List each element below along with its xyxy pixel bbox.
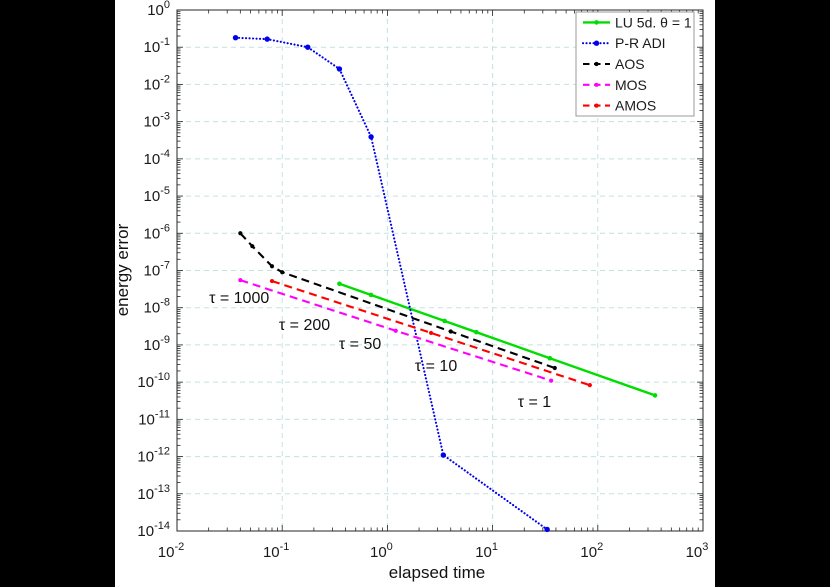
x-tick-label: 103 <box>686 541 709 561</box>
data-point-marker <box>442 318 447 324</box>
data-point-marker <box>440 452 447 458</box>
data-point-marker <box>238 278 243 283</box>
axes: 10-2 10-1 100 101 102 103 100 10-1 10-2 10-3 10-4 1… <box>137 0 708 561</box>
data-point-marker <box>549 378 554 383</box>
legend-marker <box>593 40 600 46</box>
data-point-marker <box>652 393 658 398</box>
annotation-label: τ = 10 <box>415 358 457 375</box>
tau-annotations: τ = 1000 τ = 200 τ = 50 τ = 10 τ = 1 <box>209 290 551 411</box>
annotation-label: τ = 1 <box>518 394 552 411</box>
y-tick-label: 10-4 <box>144 148 170 168</box>
data-point-marker <box>232 35 239 41</box>
y-tick-label: 100 <box>147 0 170 19</box>
y-axis-title: energy error <box>113 223 132 316</box>
data-point-marker <box>393 328 398 333</box>
series-p-r-adi <box>232 35 550 533</box>
data-point-marker <box>238 231 243 236</box>
data-point-marker <box>250 244 255 249</box>
data-point-marker <box>368 134 374 140</box>
y-tick-label: 10-14 <box>137 520 170 540</box>
series-line <box>271 280 591 387</box>
data-point-marker <box>474 329 479 335</box>
y-tick-label: 10-5 <box>144 185 170 205</box>
data-point-marker <box>336 66 343 72</box>
data-point-marker <box>368 292 374 298</box>
data-point-marker <box>280 270 285 275</box>
data-point-marker <box>337 281 342 287</box>
data-point-marker <box>448 329 453 334</box>
y-tick-label: 10-11 <box>138 408 170 428</box>
series-line <box>339 282 656 397</box>
legend-entry: AOS <box>583 56 645 72</box>
y-tick-label: 10-3 <box>144 111 170 131</box>
legend-label: MOS <box>615 77 647 93</box>
x-tick-label: 10-1 <box>263 541 289 561</box>
y-tick-label: 10-13 <box>137 483 170 503</box>
series-lu-5d-1 <box>337 281 658 398</box>
y-tick-label: 10-12 <box>137 446 170 466</box>
legend: LU 5d. θ = 1 P-R ADI AOS MOS AMOS <box>575 11 695 117</box>
legend-marker <box>594 103 599 108</box>
data-point-marker <box>269 264 275 269</box>
series-aos <box>238 231 557 371</box>
data-point-marker <box>587 383 592 388</box>
y-tick-label: 10-8 <box>144 297 170 317</box>
data-point-marker <box>305 44 311 50</box>
data-point-marker <box>428 330 434 336</box>
x-tick-label: 10-2 <box>158 541 184 561</box>
y-tick-label: 10-10 <box>137 371 170 391</box>
series-line <box>239 232 556 369</box>
y-tick-label: 10-6 <box>144 222 170 242</box>
data-point-marker <box>547 355 553 361</box>
legend-entry: AMOS <box>583 98 656 114</box>
legend-entry: MOS <box>583 77 647 93</box>
data-point-marker <box>264 36 270 42</box>
legend-entry: P-R ADI <box>581 35 666 51</box>
y-tick-label: 10-1 <box>144 36 170 56</box>
annotation-label: τ = 1000 <box>209 290 269 307</box>
annotation-label: τ = 200 <box>279 317 330 334</box>
data-point-marker <box>269 278 275 284</box>
data-series <box>232 35 658 533</box>
legend-label: LU 5d. θ = 1 <box>615 14 692 30</box>
legend-label: AOS <box>615 56 645 72</box>
x-tick-label: 102 <box>580 541 603 561</box>
series-amos <box>269 278 592 388</box>
legend-label: P-R ADI <box>615 35 666 51</box>
annotation-label: τ = 50 <box>339 336 381 353</box>
legend-marker <box>594 82 599 87</box>
legend-entry: LU 5d. θ = 1 <box>583 14 692 30</box>
legend-marker <box>594 20 599 25</box>
y-tick-label: 10-7 <box>144 260 170 280</box>
y-tick-label: 10-9 <box>144 334 170 354</box>
legend-label: AMOS <box>615 98 656 114</box>
x-tick-label: 100 <box>370 541 393 561</box>
data-point-marker <box>552 365 557 371</box>
data-point-marker <box>544 526 550 533</box>
legend-marker <box>594 61 599 67</box>
series-mos <box>238 278 554 383</box>
y-tick-label: 10-2 <box>144 73 170 93</box>
x-tick-label: 101 <box>475 541 498 561</box>
x-axis-title: elapsed time <box>389 563 485 582</box>
